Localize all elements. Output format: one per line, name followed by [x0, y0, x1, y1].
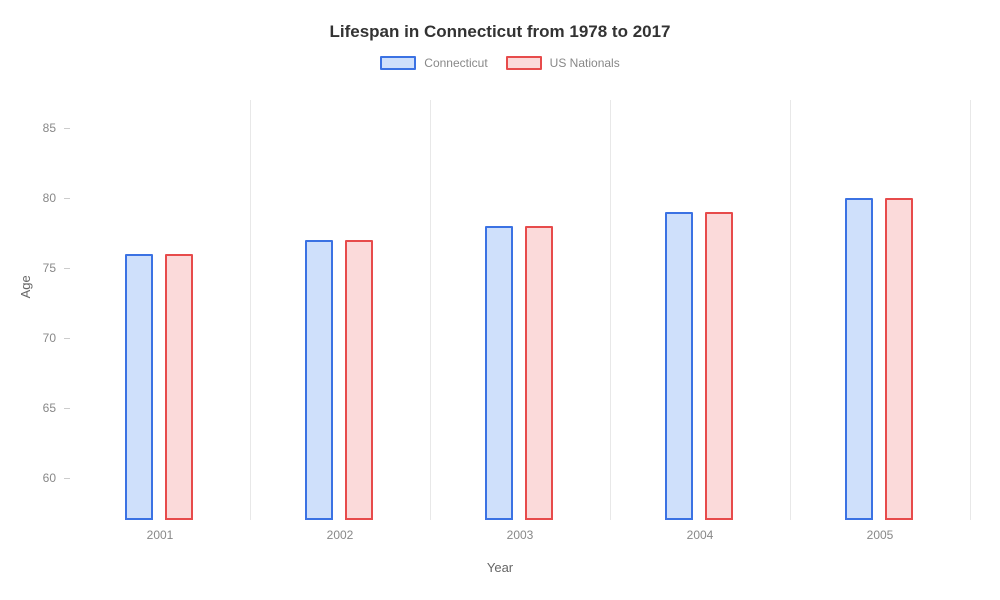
- y-tick-mark: [64, 128, 70, 129]
- plot-area: 20012002200320042005: [70, 100, 970, 520]
- bar: [125, 254, 153, 520]
- y-tick-label: 75: [0, 261, 56, 275]
- y-tick-label: 65: [0, 401, 56, 415]
- y-axis-label: Age: [18, 275, 33, 298]
- x-tick-label: 2003: [507, 528, 534, 542]
- bar: [485, 226, 513, 520]
- bar: [165, 254, 193, 520]
- legend-swatch: [506, 56, 542, 70]
- y-tick-mark: [64, 198, 70, 199]
- bar: [305, 240, 333, 520]
- bar: [345, 240, 373, 520]
- x-tick-label: 2004: [687, 528, 714, 542]
- bar: [525, 226, 553, 520]
- grid-line: [610, 100, 611, 520]
- y-tick-label: 60: [0, 471, 56, 485]
- chart-title: Lifespan in Connecticut from 1978 to 201…: [0, 0, 1000, 42]
- legend-swatch: [380, 56, 416, 70]
- bar: [845, 198, 873, 520]
- y-tick-mark: [64, 408, 70, 409]
- legend-item: US Nationals: [506, 56, 620, 70]
- bar: [665, 212, 693, 520]
- lifespan-chart: Lifespan in Connecticut from 1978 to 201…: [0, 0, 1000, 600]
- legend-label: US Nationals: [550, 56, 620, 70]
- grid-line: [250, 100, 251, 520]
- y-tick-mark: [64, 338, 70, 339]
- x-tick-label: 2002: [327, 528, 354, 542]
- legend-label: Connecticut: [424, 56, 487, 70]
- x-tick-label: 2005: [867, 528, 894, 542]
- bar: [705, 212, 733, 520]
- grid-line: [790, 100, 791, 520]
- y-tick-label: 70: [0, 331, 56, 345]
- x-axis-label: Year: [0, 560, 1000, 575]
- y-tick-label: 85: [0, 121, 56, 135]
- x-tick-label: 2001: [147, 528, 174, 542]
- grid-line: [430, 100, 431, 520]
- legend-item: Connecticut: [380, 56, 487, 70]
- y-tick-mark: [64, 268, 70, 269]
- y-tick-mark: [64, 478, 70, 479]
- legend: Connecticut US Nationals: [0, 56, 1000, 70]
- bar: [885, 198, 913, 520]
- y-tick-label: 80: [0, 191, 56, 205]
- grid-line: [970, 100, 971, 520]
